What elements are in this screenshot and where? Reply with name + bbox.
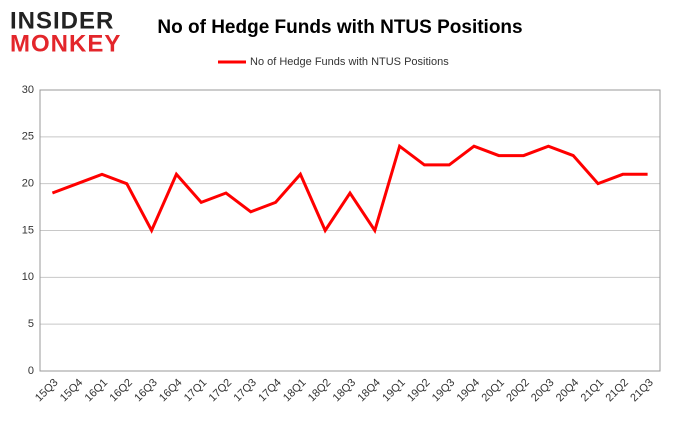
- x-tick-label: 19Q3: [430, 377, 458, 405]
- x-tick-label: 21Q3: [628, 377, 656, 405]
- x-tick-label: 16Q2: [107, 377, 135, 405]
- legend-label: No of Hedge Funds with NTUS Positions: [250, 56, 449, 68]
- x-tick-label: 18Q1: [281, 377, 309, 405]
- x-tick-label: 16Q3: [132, 377, 160, 405]
- y-tick-label: 25: [22, 131, 34, 143]
- logo-line2: MONKEY: [10, 30, 121, 57]
- y-tick-label: 5: [28, 318, 34, 330]
- x-tick-label: 21Q1: [579, 377, 607, 405]
- x-tick-label: 19Q4: [455, 377, 483, 405]
- x-tick-label: 20Q3: [529, 377, 557, 405]
- y-tick-label: 20: [22, 178, 34, 190]
- plot-border: [39, 89, 661, 372]
- x-tick-label: 17Q2: [207, 377, 235, 405]
- y-tick-label: 15: [22, 224, 34, 236]
- x-tick-label: 20Q4: [554, 377, 582, 405]
- logo-line1: INSIDER: [10, 7, 114, 34]
- x-tick-label: 19Q1: [380, 377, 408, 405]
- y-tick-label: 30: [22, 84, 34, 96]
- y-tick-label: 10: [22, 271, 34, 283]
- line: [51, 143, 648, 235]
- x-tick-label: 15Q3: [33, 377, 61, 405]
- x-tick-label: 15Q4: [58, 377, 86, 405]
- x-tick-label: 18Q2: [306, 377, 334, 405]
- x-tick-label: 21Q2: [603, 377, 631, 405]
- x-tick-label: 17Q4: [256, 377, 284, 405]
- x-tick-label: 16Q1: [83, 377, 111, 405]
- x-tick-label: 18Q3: [331, 377, 359, 405]
- x-tick-label: 17Q1: [182, 377, 210, 405]
- x-tick-label: 20Q1: [479, 377, 507, 405]
- y-tick-label: 0: [28, 365, 34, 377]
- x-tick-label: 20Q2: [504, 377, 532, 405]
- x-tick-label: 19Q2: [405, 377, 433, 405]
- chart-title: No of Hedge Funds with NTUS Positions: [157, 17, 522, 38]
- x-tick-label: 18Q4: [355, 377, 383, 405]
- x-tick-label: 16Q4: [157, 377, 185, 405]
- x-tick-label: 17Q3: [231, 377, 259, 405]
